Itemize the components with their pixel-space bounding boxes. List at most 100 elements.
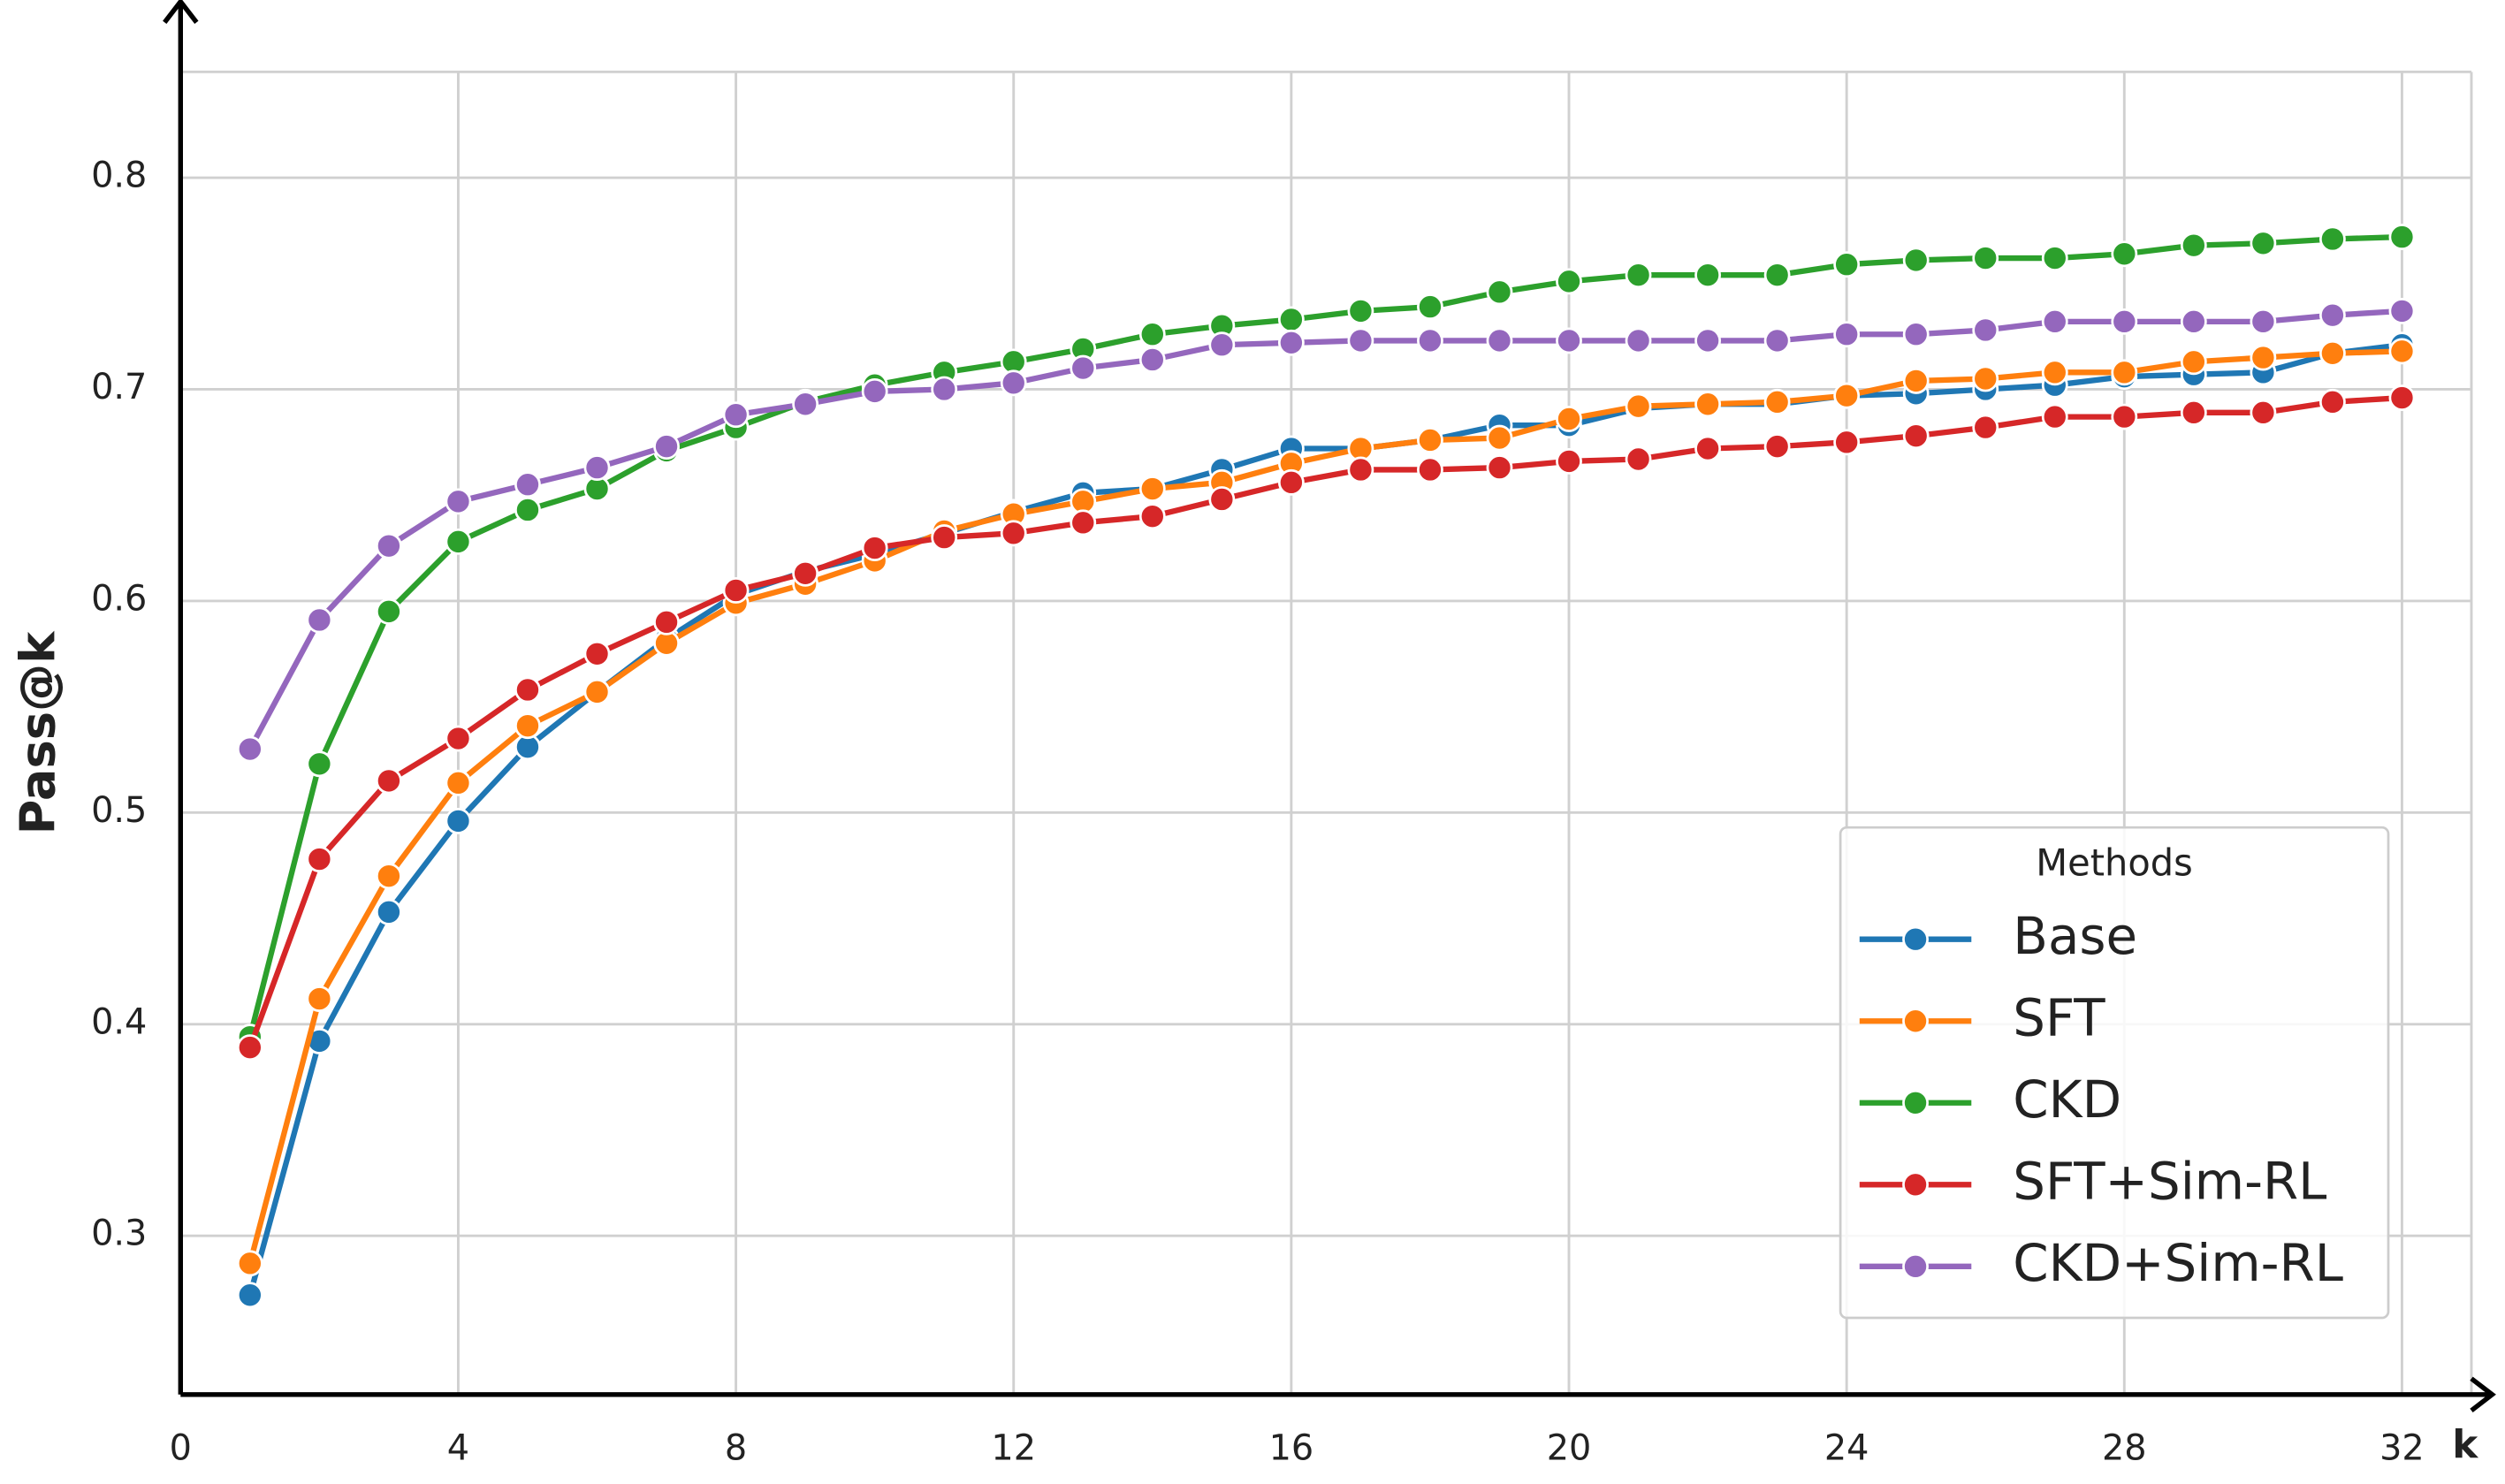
data-point [2388,384,2416,411]
legend-marker [1902,1008,1929,1035]
data-point [861,377,888,405]
data-point [306,750,333,778]
data-point [583,454,611,481]
data-point [722,577,750,604]
x-tick-label: 0 [170,1428,192,1469]
data-point [1902,422,1930,450]
data-point [1972,365,1999,392]
data-point [1763,327,1791,354]
data-point [1694,327,1721,354]
data-point [236,1034,263,1062]
data-point [1556,268,1582,295]
data-point [1556,447,1582,475]
x-tick-label: 16 [1269,1428,1314,1469]
data-point [653,433,680,460]
legend-title: Methods [2036,841,2192,885]
legend-marker [1902,1089,1929,1116]
data-point [2319,388,2346,415]
y-tick-label: 0.7 [91,367,147,407]
data-point [306,846,333,872]
data-point [2180,399,2207,426]
data-point [2319,225,2346,253]
data-point [1556,406,1582,432]
x-axis-arrow [2470,1376,2496,1413]
x-tick-label: 28 [2102,1428,2147,1469]
data-point [653,608,680,635]
data-point [1625,327,1652,354]
data-point [1902,321,1930,348]
data-point [792,391,819,418]
data-point [1694,262,1721,289]
data-point [514,471,541,498]
data-point [2388,297,2416,324]
data-point [514,497,541,523]
data-point [792,559,819,587]
data-point [1070,354,1097,382]
data-point [1417,456,1443,483]
x-tick-label: 32 [2379,1428,2425,1469]
data-point [583,678,611,705]
x-tick-label: 4 [447,1428,469,1469]
data-point [514,712,541,740]
data-point [1138,346,1166,373]
legend-label: SFT+Sim-RL [2013,1151,2326,1211]
data-point [236,1282,263,1309]
data-point [1486,454,1513,481]
data-point [1417,327,1443,354]
data-point [445,528,472,555]
data-point [2041,359,2068,386]
data-point [1138,503,1166,530]
legend-box [1839,826,2390,1320]
series-line [247,308,2402,751]
data-point [2250,308,2277,335]
data-point [2111,359,2138,386]
data-point [514,676,541,704]
x-tick-label: 24 [1824,1428,1869,1469]
data-point [1833,321,1861,348]
data-point [2250,230,2277,257]
data-point [445,769,472,796]
data-point [1000,520,1027,547]
data-point [1277,329,1305,356]
data-point [1208,331,1236,359]
data-point [2319,339,2346,367]
x-tick-label: 20 [1547,1428,1592,1469]
y-tick-label: 0.6 [91,578,147,619]
data-point [1277,306,1305,333]
legend-label: CKD+Sim-RL [2013,1233,2343,1293]
data-point [1625,262,1652,289]
y-tick-label: 0.3 [91,1214,147,1254]
data-point [1000,369,1027,397]
x-tick-label: 8 [725,1428,747,1469]
data-point [1208,486,1236,513]
data-point [1347,327,1374,354]
data-point [1486,278,1513,306]
data-point [2041,308,2068,335]
data-point [2041,403,2068,430]
data-point [1763,262,1791,289]
data-point [1833,251,1861,278]
y-tick-label: 0.4 [91,1001,147,1042]
y-tick-label: 0.8 [91,156,147,196]
legend-marker [1902,925,1929,953]
data-point [306,986,333,1012]
data-point [2180,348,2207,376]
data-point [1417,427,1443,453]
data-point [1138,476,1166,502]
data-point [2111,403,2138,430]
x-axis-label: k [2452,1423,2478,1467]
data-point [861,535,888,561]
data-point [1972,245,1999,271]
data-point [583,640,611,667]
data-point [1486,424,1513,452]
data-point [1277,468,1305,496]
data-point [375,532,402,559]
data-point [2319,301,2346,329]
data-point [375,863,402,890]
data-point [1833,429,1861,456]
data-point [375,898,402,925]
data-point [1138,321,1166,348]
data-point [1347,456,1374,483]
